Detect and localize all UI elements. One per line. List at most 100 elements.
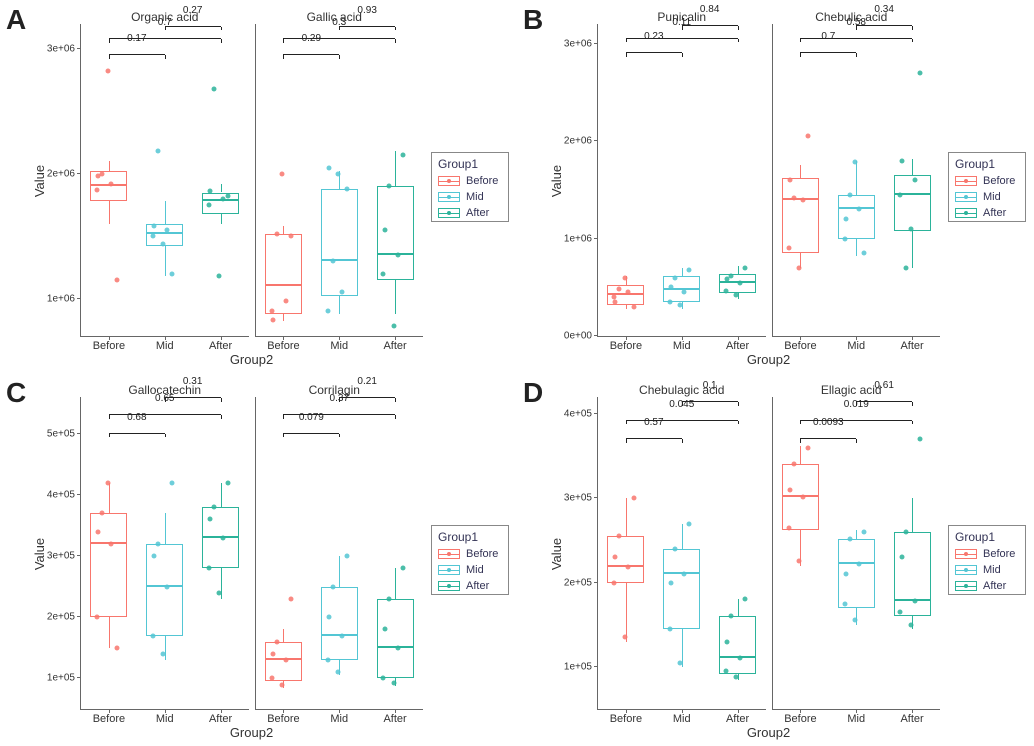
y-tick-mark	[77, 48, 81, 49]
legend-item-label: After	[466, 580, 489, 592]
panel-letter: D	[523, 377, 543, 409]
data-point	[161, 651, 166, 656]
x-tick-label: Before	[267, 340, 299, 352]
comparison-bracket-tick	[395, 39, 396, 43]
legend-item: Before	[949, 173, 1025, 189]
data-point	[678, 302, 683, 307]
x-axis-label-row: Group2	[80, 710, 423, 740]
legend-swatch	[955, 581, 977, 591]
y-tick-label: 3e+06	[564, 38, 592, 49]
boxplot-box	[377, 186, 414, 280]
data-point	[800, 197, 805, 202]
y-tick-label: 5e+05	[47, 428, 75, 439]
boxplot-box	[894, 175, 931, 231]
boxplot-median	[321, 259, 358, 261]
legend-swatch	[438, 565, 460, 575]
data-point	[395, 645, 400, 650]
data-point	[852, 618, 857, 623]
y-tick-mark	[77, 616, 81, 617]
x-tick-label: Mid	[156, 340, 174, 352]
box-whisker	[800, 165, 801, 178]
data-point	[96, 529, 101, 534]
comparison-bracket-tick	[912, 402, 913, 406]
legend-swatch	[438, 549, 460, 559]
legend-item-label: Mid	[983, 564, 1001, 576]
data-point	[669, 580, 674, 585]
data-point	[226, 480, 231, 485]
data-point	[673, 275, 678, 280]
data-point	[386, 596, 391, 601]
comparison-bracket-tick	[626, 439, 627, 443]
comparison-pvalue: 0.61	[874, 380, 893, 391]
x-tick-label: After	[900, 340, 923, 352]
legend-item-label: After	[983, 580, 1006, 592]
data-point	[847, 192, 852, 197]
data-point	[908, 622, 913, 627]
data-point	[151, 234, 156, 239]
data-point	[898, 610, 903, 615]
comparison-bracket-tick	[912, 39, 913, 43]
legend-item: After	[432, 578, 508, 594]
comparison-bracket-tick	[912, 421, 913, 425]
x-axis-label: Group2	[230, 725, 273, 740]
x-axis-label-row: Group2	[597, 710, 940, 740]
legend-item: Before	[432, 173, 508, 189]
comparison-bracket-tick	[283, 434, 284, 438]
data-point	[912, 178, 917, 183]
data-point	[325, 658, 330, 663]
x-axis-label: Group2	[230, 352, 273, 367]
comparison-bracket-tick	[165, 27, 166, 31]
facets: 1e+052e+053e+054e+05BeforeMidAfter0.570.…	[597, 397, 940, 710]
y-tick-mark	[594, 140, 598, 141]
data-point	[400, 566, 405, 571]
y-tick-mark	[594, 43, 598, 44]
y-tick-label: 3e+05	[47, 551, 75, 562]
data-point	[631, 304, 636, 309]
box-whisker	[856, 239, 857, 257]
x-axis-label: Group2	[747, 725, 790, 740]
box-whisker	[912, 159, 913, 176]
data-point	[791, 195, 796, 200]
facet: BeforeMidAfter0.290.30.93	[255, 24, 424, 337]
panel-letter: B	[523, 4, 543, 36]
box-whisker	[109, 201, 110, 223]
data-point	[682, 290, 687, 295]
legend-item: Mid	[949, 189, 1025, 205]
data-point	[668, 299, 673, 304]
data-point	[738, 281, 743, 286]
comparison-bracket-tick	[339, 27, 340, 31]
data-point	[335, 670, 340, 675]
legend-swatch	[955, 549, 977, 559]
y-tick-mark	[77, 298, 81, 299]
data-point	[95, 615, 100, 620]
data-point	[269, 309, 274, 314]
data-point	[280, 682, 285, 687]
box-whisker	[165, 636, 166, 660]
box-whisker	[738, 599, 739, 616]
box-whisker	[221, 184, 222, 193]
data-point	[391, 324, 396, 329]
data-point	[274, 231, 279, 236]
data-point	[100, 511, 105, 516]
comparison-bracket-tick	[856, 402, 857, 406]
data-point	[743, 597, 748, 602]
legend-swatch	[955, 176, 977, 186]
boxplot-box	[719, 616, 756, 673]
x-tick-label: Before	[610, 713, 642, 725]
legend-box: Group1BeforeMidAfter	[431, 152, 509, 222]
comparison-bracket-tick	[165, 55, 166, 59]
comparison-bracket-tick	[800, 421, 801, 425]
data-point	[899, 555, 904, 560]
comparison-bracket-tick	[800, 439, 801, 443]
comparison-pvalue: 0.84	[700, 4, 719, 15]
boxplot-box	[663, 549, 700, 629]
comparison-pvalue: 0.34	[874, 4, 893, 15]
y-tick-mark	[77, 494, 81, 495]
comparison-bracket	[626, 52, 682, 53]
legend-item-label: Before	[983, 548, 1015, 560]
box-whisker	[283, 226, 284, 233]
legend-item-label: Before	[466, 548, 498, 560]
data-point	[917, 437, 922, 442]
data-point	[797, 265, 802, 270]
facets: 0e+001e+062e+063e+06BeforeMidAfter0.230.…	[597, 24, 940, 337]
